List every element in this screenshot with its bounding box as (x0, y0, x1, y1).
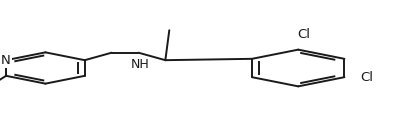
Text: N: N (1, 54, 11, 67)
Text: NH: NH (131, 58, 150, 71)
Text: Cl: Cl (298, 28, 310, 41)
Text: Cl: Cl (360, 71, 373, 84)
